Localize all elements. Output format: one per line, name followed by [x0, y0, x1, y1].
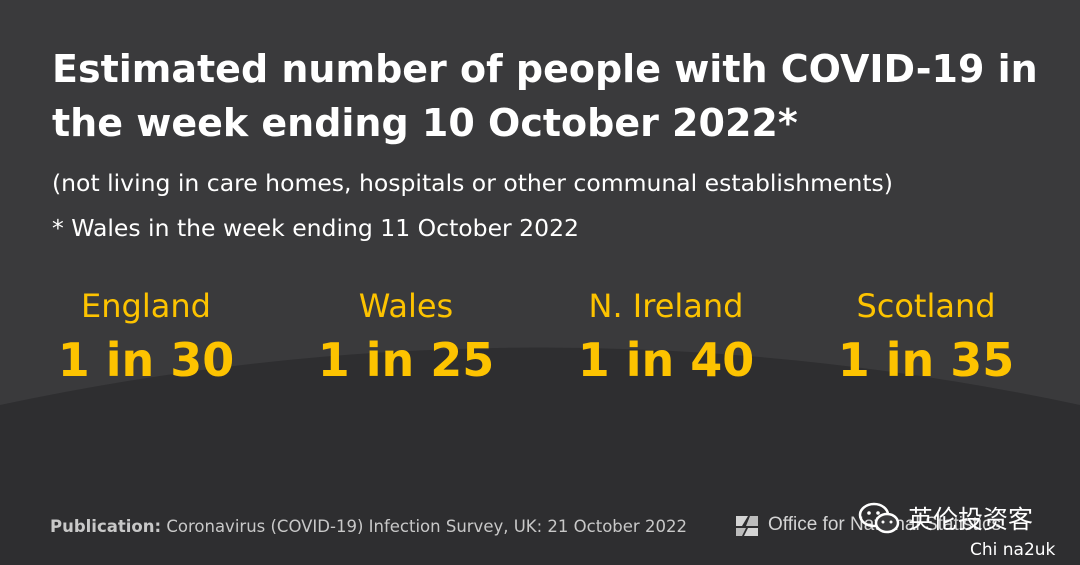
- page-title: Estimated number of people with COVID-19…: [52, 47, 1038, 145]
- publication-label: Publication:: [50, 517, 162, 536]
- ratio-value: 1 in 25: [317, 333, 495, 387]
- ons-logo-icon: [736, 516, 758, 536]
- nation-label: Scotland: [856, 287, 996, 325]
- footnote: * Wales in the week ending 11 October 20…: [52, 214, 579, 242]
- ratio-value: 1 in 30: [57, 333, 235, 387]
- publication-credit: Publication: Coronavirus (COVID-19) Infe…: [50, 517, 687, 536]
- stat-n-ireland: N. Ireland 1 in 40: [536, 284, 796, 392]
- nation-label: N. Ireland: [588, 287, 744, 325]
- stat-scotland: Scotland 1 in 35: [796, 284, 1056, 392]
- ratio-value: 1 in 35: [837, 333, 1015, 387]
- nation-label: England: [81, 287, 211, 325]
- nation-label: Wales: [358, 287, 454, 325]
- ratio-value: 1 in 40: [577, 333, 755, 387]
- stat-england: England 1 in 30: [16, 284, 276, 392]
- watermark-text: 英伦投资客: [908, 505, 1034, 534]
- wechat-icon: [858, 502, 900, 534]
- wechat-watermark: 英伦投资客: [858, 500, 1033, 536]
- publication-text: Coronavirus (COVID-19) Infection Survey,…: [166, 517, 687, 536]
- subtitle: (not living in care homes, hospitals or …: [52, 169, 893, 197]
- watermark-handle: Chi na2uk: [970, 540, 1056, 560]
- stat-wales: Wales 1 in 25: [276, 284, 536, 392]
